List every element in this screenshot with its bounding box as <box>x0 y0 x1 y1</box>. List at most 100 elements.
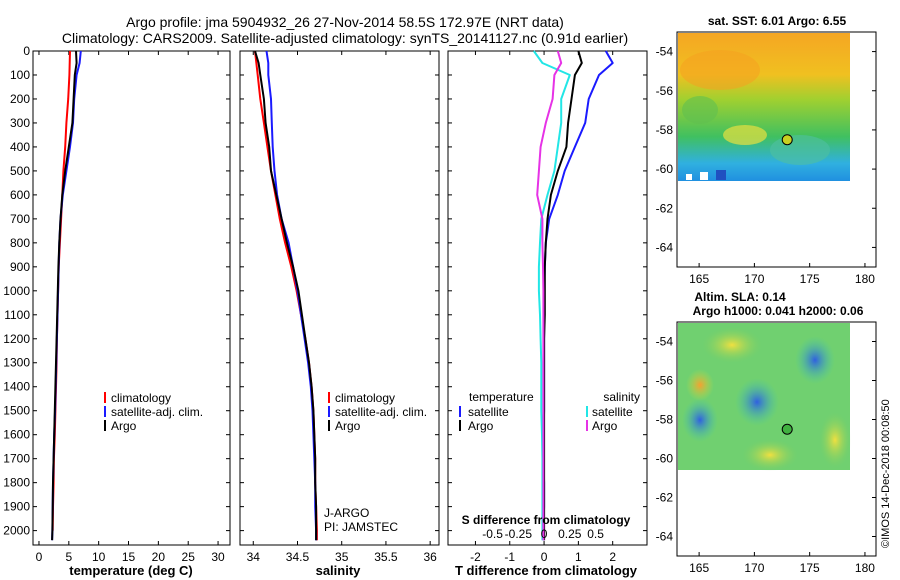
x-tick-label: -1 <box>504 550 515 564</box>
sla-map-title: Altim. SLA: 0.14 <box>694 290 786 304</box>
legend-swatch-argo <box>104 420 106 431</box>
sst-map-float-marker <box>781 134 793 146</box>
legend-swatch-climatology <box>104 392 106 403</box>
x-tick-label: 0 <box>36 550 43 564</box>
sla-map-feature <box>742 439 798 471</box>
legend-label-t-argo: Argo <box>468 419 494 433</box>
depth-tick-label: 1900 <box>3 500 30 514</box>
legend-label-s-argo: Argo <box>592 419 618 433</box>
series-line-satellite-adj-clim- <box>265 50 318 541</box>
map-tick-label: -58 <box>656 413 674 427</box>
map-tick-label: -64 <box>656 240 674 254</box>
depth-tick-label: 400 <box>10 140 30 154</box>
sst-map-panel: sat. SST: 6.01 Argo: 6.55 165 170 175 180 -5… <box>656 14 877 286</box>
difference-axis-ticks: -2 -1 0 1 2 <box>470 51 616 564</box>
salinity-panel: 34 34.5 35 35.5 36 salinity climatology sate… <box>239 50 440 578</box>
map-tick-label: -64 <box>656 530 674 544</box>
legend-label-climatology: climatology <box>111 391 171 405</box>
depth-tick-label: 700 <box>10 212 30 226</box>
legend-label-t-satellite: satellite <box>468 405 509 419</box>
temperature-legend: climatology satellite-adj. clim. Argo <box>104 391 203 433</box>
sla-map-feature <box>686 369 714 401</box>
sst-map-coast-gap <box>716 170 726 180</box>
depth-tick-label: 1200 <box>3 332 30 346</box>
salinity-legend: climatology satellite-adj. clim. Argo <box>328 391 427 433</box>
temperature-xlabel: temperature (deg C) <box>69 563 193 578</box>
sst-map-feature <box>770 135 830 165</box>
salinity-series <box>254 50 318 541</box>
legend-label-satellite: satellite-adj. clim. <box>111 405 203 419</box>
legend-swatch-t-satellite <box>459 406 461 417</box>
legend-swatch-climatology <box>328 392 330 403</box>
difference-xlabel: T difference from climatology <box>455 563 638 578</box>
x-tick-label: 15 <box>122 550 136 564</box>
legend-swatch-satellite <box>104 406 106 417</box>
legend-title-temperature: temperature <box>469 390 534 404</box>
series-line-t-satellite <box>542 50 614 541</box>
depth-tick-label: 1400 <box>3 380 30 394</box>
map-tick-label: 175 <box>800 272 820 286</box>
annotation-j-argo: J-ARGO <box>324 506 369 520</box>
x-tick-label: -2 <box>470 550 481 564</box>
sla-map-panel: Altim. SLA: 0.14 Argo h1000: 0.041 h2000… <box>656 290 877 575</box>
depth-tick-label: 300 <box>10 116 30 130</box>
map-tick-label: 165 <box>689 272 709 286</box>
depth-tick-label: 1500 <box>3 404 30 418</box>
salinity-difference-tick-labels: -0.5 -0.25 0 0.25 0.5 <box>482 527 604 541</box>
series-line-argo <box>254 50 318 541</box>
depth-tick-label: 100 <box>10 68 30 82</box>
top-tick-label: 0 <box>541 527 548 541</box>
temperature-panel: 0100200300400500600700800900100011001200… <box>3 44 231 578</box>
series-line-t-argo <box>543 50 583 541</box>
map-tick-label: -54 <box>656 335 674 349</box>
x-tick-label: 35 <box>335 550 349 564</box>
top-tick-label: 0.5 <box>587 527 604 541</box>
sst-map-coast-gap <box>700 172 708 180</box>
map-tick-label: -58 <box>656 123 674 137</box>
map-tick-label: -62 <box>656 491 674 505</box>
difference-series <box>532 50 614 541</box>
x-tick-label: 1 <box>575 550 582 564</box>
sst-map-feature <box>682 96 718 124</box>
series-line-climatology <box>51 50 71 531</box>
legend-swatch-satellite <box>328 406 330 417</box>
x-tick-label: 34 <box>247 550 261 564</box>
top-tick-label: 0.25 <box>558 527 582 541</box>
legend-label-climatology: climatology <box>335 391 395 405</box>
map-tick-label: 165 <box>689 561 709 575</box>
x-tick-label: 5 <box>65 550 72 564</box>
depth-tick-label: 1600 <box>3 428 30 442</box>
depth-tick-label: 200 <box>10 92 30 106</box>
depth-tick-label: 1100 <box>4 308 30 322</box>
depth-tick-label: 600 <box>10 188 30 202</box>
x-tick-label: 20 <box>152 550 166 564</box>
map-tick-label: -54 <box>656 45 674 59</box>
top-tick-label: -0.5 <box>482 527 503 541</box>
difference-legend: temperature satellite Argo salinity sate… <box>459 390 640 433</box>
annotation-pi-jamstec: PI: JAMSTEC <box>324 520 398 534</box>
legend-swatch-s-satellite <box>586 406 588 417</box>
depth-tick-label: 0 <box>23 44 30 58</box>
map-tick-label: 170 <box>744 561 764 575</box>
series-line-s-argo <box>536 50 563 541</box>
map-tick-label: -56 <box>656 374 674 388</box>
salinity-depth-ticks <box>240 50 439 532</box>
temperature-series <box>51 50 82 541</box>
difference-panel: -2 -1 0 1 2 T difference from climatology S … <box>447 50 648 578</box>
legend-label-s-satellite: satellite <box>592 405 633 419</box>
x-tick-label: 25 <box>182 550 196 564</box>
x-tick-label: 34.5 <box>286 550 310 564</box>
sla-map-feature <box>702 327 762 363</box>
legend-label-argo: Argo <box>111 419 137 433</box>
legend-swatch-t-argo <box>459 420 461 431</box>
depth-axis-ticks: 0 100 200 300 400 500 600 700 800 900 1000 1100 1200… <box>3 44 230 538</box>
difference-xlabel-top: S difference from climatology <box>462 513 631 527</box>
temperature-axis-ticks: 0 5 10 15 20 25 30 <box>36 51 225 564</box>
sst-map-title: sat. SST: 6.01 Argo: 6.55 <box>708 14 847 28</box>
map-tick-label: 170 <box>744 272 764 286</box>
series-line-s-satellite <box>532 50 571 541</box>
depth-tick-label: 1700 <box>3 452 30 466</box>
series-line-argo <box>51 50 78 541</box>
map-tick-label: 180 <box>855 272 875 286</box>
